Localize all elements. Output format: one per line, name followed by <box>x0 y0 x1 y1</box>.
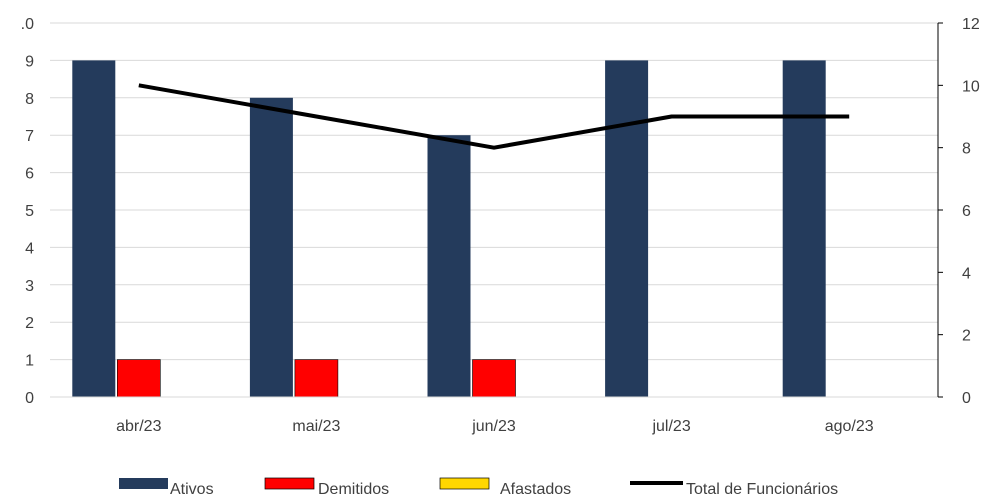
line-total-de-funcionarios <box>138 83 850 150</box>
right-axis-tick-label: 6 <box>962 203 971 220</box>
category-label: jun/23 <box>471 418 516 435</box>
left-axis-tick-label: 8 <box>25 91 34 108</box>
category-label: mai/23 <box>292 418 340 435</box>
legend-swatch-ativos <box>119 478 168 489</box>
right-axis-tick-label: 8 <box>962 141 971 158</box>
category-label: ago/23 <box>825 418 874 435</box>
legend-label-total-de-funcion-rios: Total de Funcionários <box>686 481 838 498</box>
legend-label-afastados: Afastados <box>500 481 571 498</box>
left-axis-tick-label: 5 <box>25 203 34 220</box>
left-axis-tick-label: 2 <box>25 315 34 332</box>
bar-ativos <box>427 135 471 397</box>
right-axis-tick-label: 12 <box>962 16 980 33</box>
legend: Ativos Demitidos Afastados Total de Funcion… <box>119 477 838 498</box>
bar-demitidos <box>294 359 339 398</box>
left-axis-tick-label: 1 <box>25 353 34 370</box>
legend-swatch-demitidos <box>264 477 315 490</box>
right-axis-tick-label: 10 <box>962 78 980 95</box>
legend-swatch-afastados <box>439 477 490 490</box>
category-label: jul/23 <box>651 418 690 435</box>
legend-label-demitidos: Demitidos <box>318 481 389 498</box>
left-axis-tick-label: 0 <box>25 390 34 407</box>
bar-ativos <box>72 60 116 398</box>
gridlines <box>50 22 938 361</box>
bar-ativos <box>249 97 293 398</box>
right-axis-tick-label: 4 <box>962 265 971 282</box>
legend-label-ativos: Ativos <box>170 481 214 498</box>
left-axis-tick-label: 6 <box>25 166 34 183</box>
bar-series-group <box>72 60 826 398</box>
bar-ativos <box>782 60 826 398</box>
left-axis-tick-label: 3 <box>25 278 34 295</box>
left-axis-tick-label: 4 <box>25 240 34 257</box>
bar-demitidos <box>117 359 161 398</box>
line-series-group <box>138 83 850 150</box>
bar-ativos <box>605 60 649 398</box>
left-axis-tick-label: 7 <box>25 128 34 145</box>
right-axis-tick-label: 0 <box>962 390 971 407</box>
right-axis-tick-label: 2 <box>962 328 971 345</box>
left-axis-tick-label: .0 <box>21 16 34 33</box>
bar-demitidos <box>472 359 516 398</box>
left-axis-tick-label: 9 <box>25 53 34 70</box>
category-label: abr/23 <box>116 418 161 435</box>
